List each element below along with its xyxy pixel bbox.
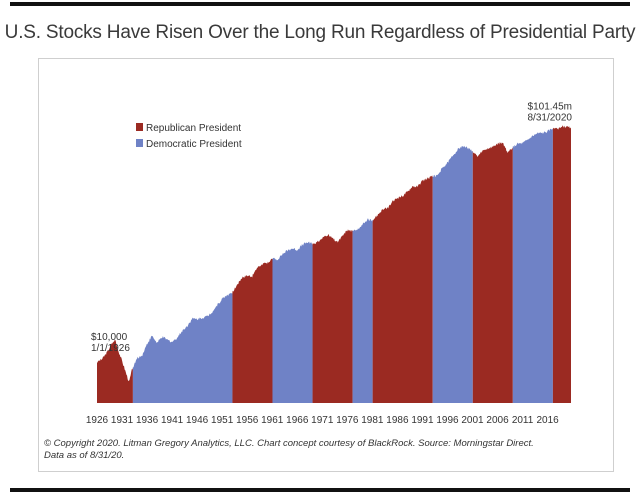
area-segment-republican-9 [472, 142, 513, 403]
legend-label-democratic: Democratic President [146, 139, 242, 150]
bottom-rule [10, 488, 630, 492]
x-tick-label-1971: 1971 [311, 415, 334, 426]
area-segment-democratic-2 [132, 292, 233, 403]
area-segment-democratic-6 [352, 218, 373, 403]
x-tick-label-2001: 2001 [461, 415, 484, 426]
legend-label-republican: Republican President [146, 123, 241, 134]
x-tick-label-1961: 1961 [261, 415, 284, 426]
x-tick-label-1931: 1931 [111, 415, 134, 426]
x-tick-label-1976: 1976 [336, 415, 359, 426]
area-segment-democratic-8 [432, 145, 473, 404]
x-tick-label-1946: 1946 [186, 415, 209, 426]
x-tick-label-1991: 1991 [411, 415, 434, 426]
copyright-line-1: © Copyright 2020. Litman Gregory Analyti… [44, 438, 534, 449]
top-rule [10, 2, 630, 6]
x-tick-label-1966: 1966 [286, 415, 309, 426]
x-tick-label-2016: 2016 [536, 415, 559, 426]
annotation-date-1: 1/1/1926 [91, 343, 130, 354]
chart-title: U.S. Stocks Have Risen Over the Long Run… [4, 22, 636, 43]
x-tick-label-1986: 1986 [386, 415, 409, 426]
area-segment-republican-7 [372, 175, 433, 403]
annotation-value-1: $10,000 [91, 332, 128, 343]
copyright-line-2: Data as of 8/31/20. [44, 450, 125, 461]
legend-swatch-democratic [136, 139, 143, 147]
x-tick-label-1996: 1996 [436, 415, 459, 426]
copyright-note: © Copyright 2020. Litman Gregory Analyti… [44, 438, 604, 462]
x-tick-label-1981: 1981 [361, 415, 384, 426]
annotation-date-2: 8/31/2020 [528, 112, 573, 123]
annotation-value-2: $101.45m [528, 101, 572, 112]
x-tick-label-1936: 1936 [136, 415, 159, 426]
x-tick-label-1951: 1951 [211, 415, 234, 426]
x-tick-label-1941: 1941 [161, 415, 184, 426]
x-tick-label-1926: 1926 [86, 415, 109, 426]
area-segment-republican-5 [312, 229, 353, 403]
x-tick-label-2006: 2006 [486, 415, 509, 426]
area-segment-democratic-10 [512, 128, 553, 403]
chart-svg: 1926 1931 1936 1941 1946 1951 1956 1961 1966 1971… [86, 101, 573, 426]
area-segment-democratic-4 [272, 241, 313, 403]
area-segment-republican-11 [552, 125, 571, 403]
x-tick-label-2011: 2011 [512, 415, 534, 426]
chart-panel: 1926 1931 1936 1941 1946 1951 1956 1961 1966 1971… [38, 58, 614, 472]
x-tick-label-1956: 1956 [236, 415, 259, 426]
area-segment-republican-1 [97, 340, 133, 403]
area-segment-republican-3 [232, 258, 273, 403]
legend-swatch-republican [136, 123, 143, 131]
